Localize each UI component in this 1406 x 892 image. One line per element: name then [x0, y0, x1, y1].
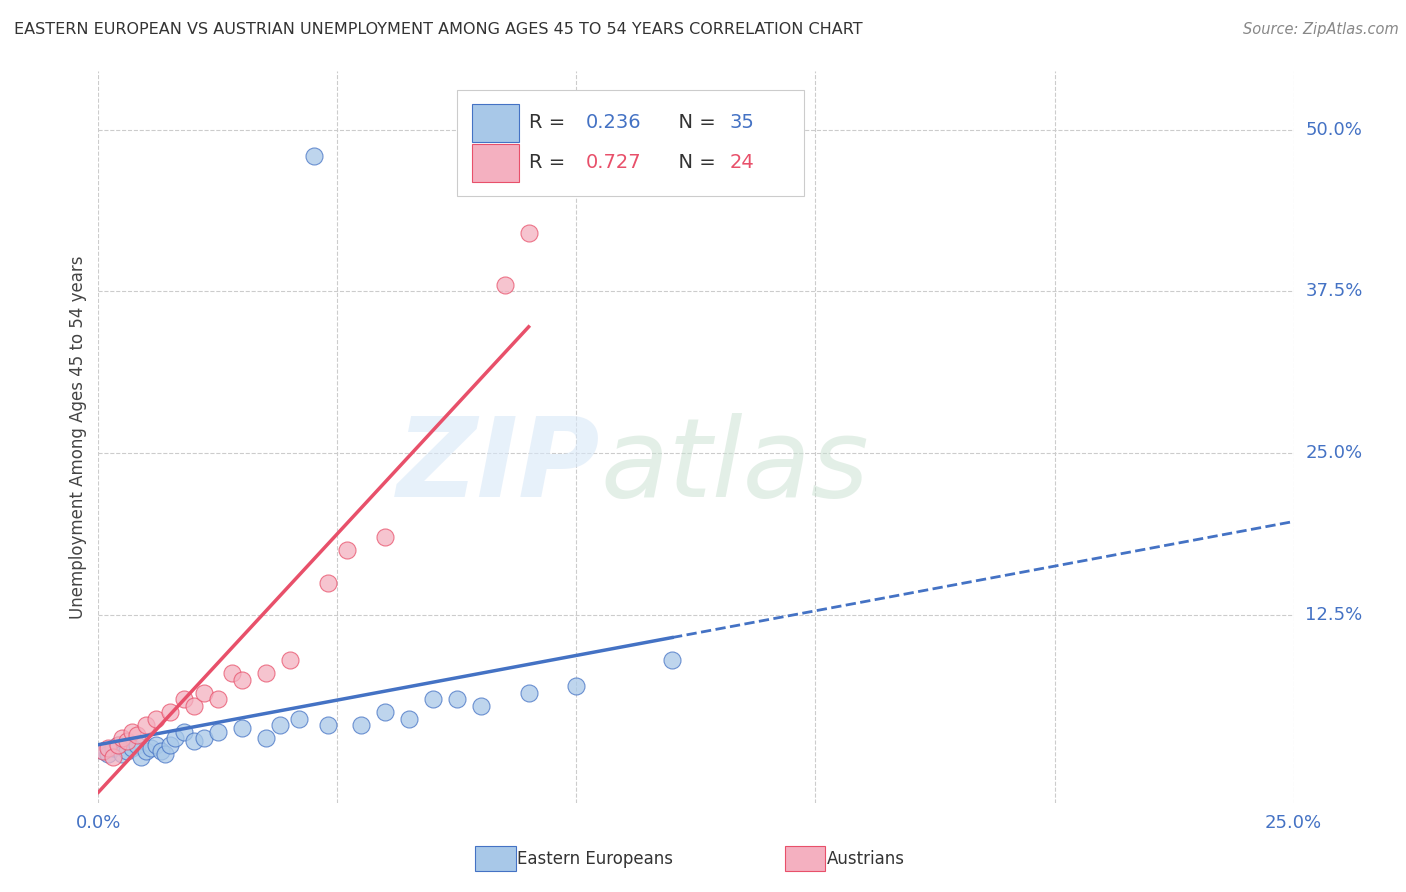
- Point: [139, 741, 162, 756]
- Point: [207, 692, 229, 706]
- Point: [173, 692, 195, 706]
- Point: [446, 692, 468, 706]
- Point: [207, 724, 229, 739]
- Text: 0.236: 0.236: [586, 113, 641, 132]
- Point: [173, 724, 195, 739]
- Point: [231, 673, 253, 687]
- Point: [316, 718, 339, 732]
- Point: [111, 747, 134, 761]
- Text: ZIP: ZIP: [396, 413, 600, 520]
- Point: [159, 705, 181, 719]
- Point: [159, 738, 181, 752]
- Text: R =: R =: [529, 113, 571, 132]
- Point: [145, 712, 167, 726]
- Point: [269, 718, 291, 732]
- Point: [111, 731, 134, 745]
- Point: [254, 666, 277, 681]
- Point: [135, 718, 157, 732]
- Text: 50.0%: 50.0%: [1305, 120, 1362, 138]
- Point: [374, 530, 396, 544]
- Point: [517, 686, 540, 700]
- Text: EASTERN EUROPEAN VS AUSTRIAN UNEMPLOYMENT AMONG AGES 45 TO 54 YEARS CORRELATION : EASTERN EUROPEAN VS AUSTRIAN UNEMPLOYMEN…: [14, 22, 863, 37]
- Point: [278, 653, 301, 667]
- Text: 24: 24: [730, 153, 754, 172]
- Text: Eastern Europeans: Eastern Europeans: [517, 849, 673, 868]
- Point: [398, 712, 420, 726]
- FancyBboxPatch shape: [457, 90, 804, 195]
- Point: [101, 750, 124, 764]
- Point: [101, 741, 124, 756]
- Point: [145, 738, 167, 752]
- Point: [374, 705, 396, 719]
- Text: 35: 35: [730, 113, 754, 132]
- Point: [135, 744, 157, 758]
- Point: [107, 738, 129, 752]
- Text: 0.727: 0.727: [586, 153, 641, 172]
- Y-axis label: Unemployment Among Ages 45 to 54 years: Unemployment Among Ages 45 to 54 years: [69, 255, 87, 619]
- Point: [131, 750, 153, 764]
- FancyBboxPatch shape: [472, 144, 519, 182]
- Point: [149, 744, 172, 758]
- Point: [155, 747, 177, 761]
- Text: 37.5%: 37.5%: [1305, 283, 1362, 301]
- Point: [125, 729, 148, 743]
- Point: [163, 731, 186, 745]
- Point: [97, 741, 120, 756]
- Point: [193, 686, 215, 700]
- Text: 12.5%: 12.5%: [1305, 606, 1362, 624]
- Point: [125, 738, 148, 752]
- Point: [288, 712, 311, 726]
- Point: [350, 718, 373, 732]
- Point: [183, 698, 205, 713]
- Point: [470, 698, 492, 713]
- Point: [254, 731, 277, 745]
- Point: [115, 733, 138, 747]
- Text: 25.0%: 25.0%: [1305, 444, 1362, 462]
- FancyBboxPatch shape: [472, 103, 519, 142]
- Point: [316, 575, 339, 590]
- Point: [336, 543, 359, 558]
- Point: [565, 679, 588, 693]
- Point: [231, 721, 253, 735]
- Text: Austrians: Austrians: [827, 849, 904, 868]
- Point: [121, 741, 143, 756]
- Point: [221, 666, 243, 681]
- Point: [121, 724, 143, 739]
- Point: [193, 731, 215, 745]
- Text: Source: ZipAtlas.com: Source: ZipAtlas.com: [1243, 22, 1399, 37]
- Text: N =: N =: [666, 153, 723, 172]
- Point: [494, 277, 516, 292]
- Point: [517, 226, 540, 240]
- Point: [422, 692, 444, 706]
- Point: [661, 653, 683, 667]
- Point: [91, 744, 114, 758]
- Text: atlas: atlas: [600, 413, 869, 520]
- Point: [183, 733, 205, 747]
- Text: R =: R =: [529, 153, 571, 172]
- Point: [97, 747, 120, 761]
- Point: [107, 738, 129, 752]
- Point: [91, 744, 114, 758]
- Text: N =: N =: [666, 113, 723, 132]
- Point: [115, 744, 138, 758]
- Point: [302, 148, 325, 162]
